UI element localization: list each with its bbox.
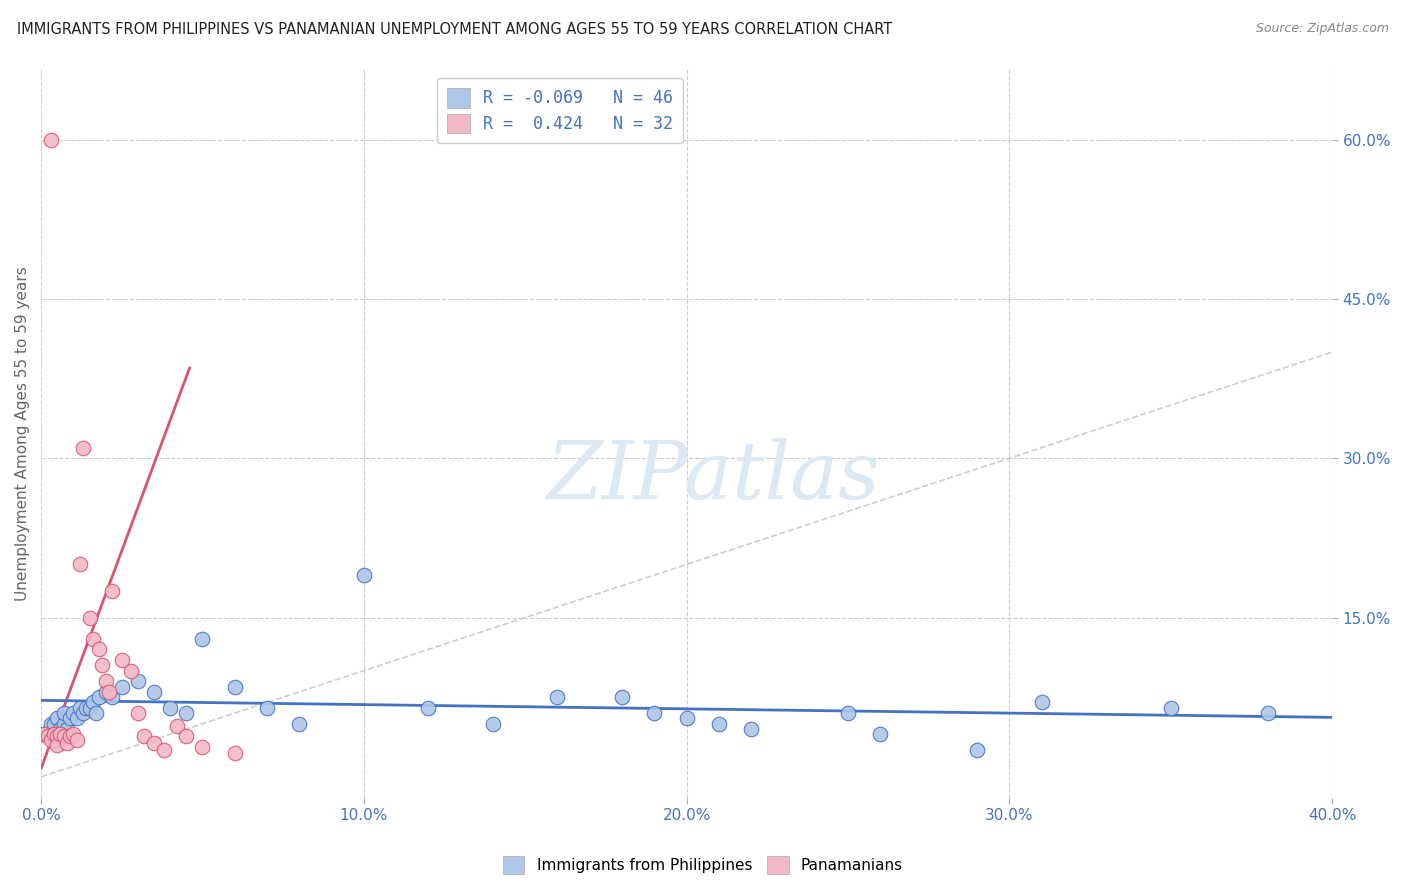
Point	[56, 722, 79, 736]
Text: Source: ZipAtlas.com: Source: ZipAtlas.com	[1256, 22, 1389, 36]
Point	[740, 722, 762, 736]
Point	[49, 722, 72, 736]
Point	[46, 732, 69, 747]
Point	[675, 711, 697, 725]
Point	[610, 690, 633, 705]
Point	[42, 716, 65, 731]
Point	[65, 732, 87, 747]
Point	[166, 719, 188, 733]
Point	[89, 690, 111, 705]
Point	[482, 716, 505, 731]
Point	[191, 632, 214, 646]
Point	[176, 730, 198, 744]
Point	[39, 732, 62, 747]
Point	[72, 441, 94, 455]
Point	[97, 685, 120, 699]
Point	[62, 727, 84, 741]
Point	[837, 706, 859, 720]
Point	[39, 133, 62, 147]
Point	[34, 727, 56, 741]
Point	[869, 727, 891, 741]
Point	[52, 716, 75, 731]
Point	[176, 706, 198, 720]
Point	[707, 716, 730, 731]
Point	[1257, 706, 1279, 720]
Point	[143, 736, 166, 750]
Point	[37, 727, 59, 741]
Point	[69, 558, 91, 572]
Point	[42, 727, 65, 741]
Point	[75, 700, 97, 714]
Point	[37, 730, 59, 744]
Point	[69, 700, 91, 714]
Point	[46, 738, 69, 752]
Point	[353, 568, 375, 582]
Point	[94, 674, 117, 689]
Point	[34, 727, 56, 741]
Point	[121, 664, 143, 678]
Point	[52, 730, 75, 744]
Point	[127, 674, 149, 689]
Point	[288, 716, 311, 731]
Point	[72, 706, 94, 720]
Point	[49, 727, 72, 741]
Point	[59, 711, 82, 725]
Point	[1031, 696, 1053, 710]
Point	[224, 747, 246, 761]
Point	[62, 706, 84, 720]
Point	[159, 700, 181, 714]
Point	[56, 736, 79, 750]
Point	[643, 706, 665, 720]
Point	[91, 658, 114, 673]
Point	[966, 743, 988, 757]
Point	[79, 610, 101, 624]
Point	[418, 700, 440, 714]
Point	[46, 711, 69, 725]
Point	[101, 584, 124, 599]
Text: ZIPatlas: ZIPatlas	[546, 438, 879, 516]
Point	[127, 706, 149, 720]
Point	[79, 700, 101, 714]
Point	[134, 730, 156, 744]
Point	[1160, 700, 1182, 714]
Y-axis label: Unemployment Among Ages 55 to 59 years: Unemployment Among Ages 55 to 59 years	[15, 266, 30, 600]
Point	[143, 685, 166, 699]
Point	[89, 642, 111, 657]
Point	[152, 743, 174, 757]
Point	[39, 716, 62, 731]
Point	[111, 680, 134, 694]
Point	[84, 706, 107, 720]
Point	[547, 690, 569, 705]
Point	[191, 740, 214, 755]
Point	[101, 690, 124, 705]
Legend: R = -0.069   N = 46, R =  0.424   N = 32: R = -0.069 N = 46, R = 0.424 N = 32	[437, 78, 683, 144]
Point	[82, 696, 104, 710]
Point	[52, 706, 75, 720]
Point	[94, 685, 117, 699]
Legend: Immigrants from Philippines, Panamanians: Immigrants from Philippines, Panamanians	[496, 850, 910, 880]
Point	[65, 711, 87, 725]
Point	[46, 730, 69, 744]
Text: IMMIGRANTS FROM PHILIPPINES VS PANAMANIAN UNEMPLOYMENT AMONG AGES 55 TO 59 YEARS: IMMIGRANTS FROM PHILIPPINES VS PANAMANIA…	[17, 22, 893, 37]
Point	[256, 700, 278, 714]
Point	[111, 653, 134, 667]
Point	[59, 730, 82, 744]
Point	[82, 632, 104, 646]
Point	[224, 680, 246, 694]
